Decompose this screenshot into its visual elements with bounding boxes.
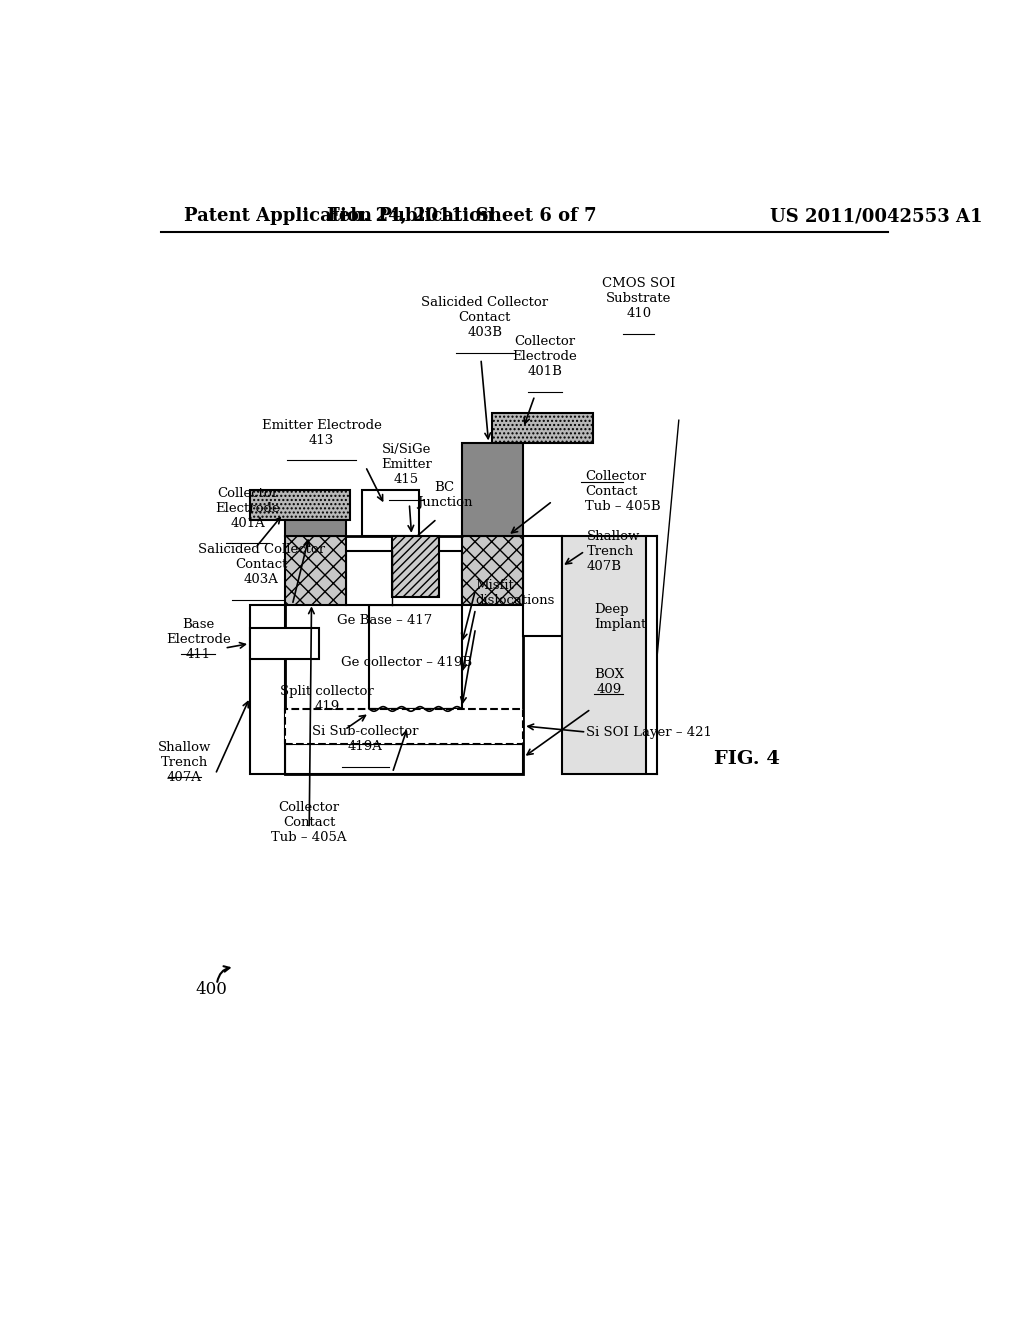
Bar xyxy=(562,536,646,775)
Bar xyxy=(462,444,523,536)
Bar xyxy=(285,536,523,775)
Bar xyxy=(370,605,462,709)
Bar xyxy=(523,536,562,636)
Text: FIG. 4: FIG. 4 xyxy=(714,750,779,768)
Text: Deep
Implant: Deep Implant xyxy=(594,602,646,631)
Bar xyxy=(285,520,346,536)
Text: Base
Electrode
411: Base Electrode 411 xyxy=(166,618,230,661)
Text: CMOS SOI
Substrate
410: CMOS SOI Substrate 410 xyxy=(602,277,676,321)
Text: Shallow
Trench
407B: Shallow Trench 407B xyxy=(587,529,640,573)
Text: Collector
Contact
Tub – 405A: Collector Contact Tub – 405A xyxy=(271,801,347,845)
Text: 400: 400 xyxy=(196,982,227,998)
Bar xyxy=(346,552,462,605)
Text: Feb. 24, 2011  Sheet 6 of 7: Feb. 24, 2011 Sheet 6 of 7 xyxy=(327,207,596,226)
Bar xyxy=(250,628,319,659)
Text: Si SOI Layer – 421: Si SOI Layer – 421 xyxy=(587,726,713,739)
Bar xyxy=(285,743,523,775)
Text: Emitter Electrode
413: Emitter Electrode 413 xyxy=(261,420,382,447)
Bar xyxy=(250,490,350,520)
Bar xyxy=(462,536,523,605)
Bar xyxy=(493,413,593,444)
Text: Split collector
419: Split collector 419 xyxy=(280,685,374,713)
Text: Ge collector – 419B: Ge collector – 419B xyxy=(341,656,472,669)
Text: Collector
Contact
Tub – 405B: Collector Contact Tub – 405B xyxy=(585,470,660,513)
Text: Si/SiGe
Emitter
415: Si/SiGe Emitter 415 xyxy=(381,442,432,486)
Text: Si Sub-collector
419A: Si Sub-collector 419A xyxy=(312,725,419,752)
Text: Collector
Electrode
401A: Collector Electrode 401A xyxy=(215,487,280,529)
Bar xyxy=(361,490,419,536)
Bar xyxy=(285,709,523,743)
Bar xyxy=(285,536,346,605)
Text: Misfit
dislocations: Misfit dislocations xyxy=(475,579,555,607)
Text: Ge Base – 417: Ge Base – 417 xyxy=(337,614,432,627)
Bar xyxy=(370,709,462,743)
Text: BOX
409: BOX 409 xyxy=(594,668,624,696)
Text: Shallow
Trench
407A: Shallow Trench 407A xyxy=(158,742,211,784)
Text: Salicided Collector
Contact
403A: Salicided Collector Contact 403A xyxy=(198,543,325,586)
Text: BC
Junction: BC Junction xyxy=(417,480,472,508)
Text: Salicided Collector
Contact
403B: Salicided Collector Contact 403B xyxy=(421,297,548,339)
Bar xyxy=(250,605,285,775)
Text: Collector
Electrode
401B: Collector Electrode 401B xyxy=(512,335,578,378)
Text: Patent Application Publication: Patent Application Publication xyxy=(184,207,495,226)
Bar xyxy=(392,536,438,598)
Text: US 2011/0042553 A1: US 2011/0042553 A1 xyxy=(770,207,982,226)
